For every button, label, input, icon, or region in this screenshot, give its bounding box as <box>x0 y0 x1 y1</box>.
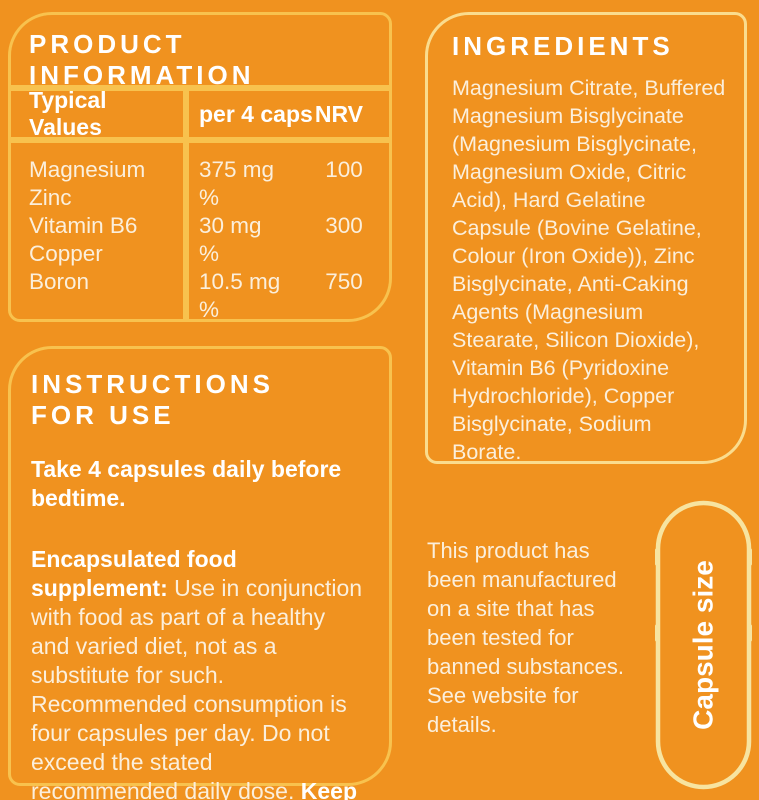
supplement-body: Use in conjunction with food as part of … <box>31 575 363 800</box>
nutrient-values-column: 375 mg 100 % 30 mg 300 % 10.5 mg 750 % 1… <box>189 143 389 322</box>
ingredients-panel: INGREDIENTS Magnesium Citrate, Buffered … <box>425 12 747 464</box>
product-information-panel: PRODUCT INFORMATION Typical Values per 4… <box>8 12 392 322</box>
table-header-amounts: per 4 caps NRV <box>189 91 389 137</box>
table-row: 10.5 mg 750 % <box>199 268 389 322</box>
per-4-caps-label: per 4 caps <box>199 100 313 127</box>
table-header-typical-values: Typical Values <box>11 87 183 140</box>
capsule-size-graphic: Capsule size <box>655 500 752 790</box>
typical-values-label: Typical Values <box>29 87 107 140</box>
ingredients-list: Magnesium Citrate, Buffered Magnesium Bi… <box>452 76 726 464</box>
capsule-size-label: Capsule size <box>688 560 719 730</box>
nutrient-amount: 10.5 mg <box>199 269 281 294</box>
product-information-title-cell: PRODUCT INFORMATION <box>11 15 389 90</box>
nutrient-amount: 30 mg <box>199 213 262 238</box>
nutrient-nrv: 750 % <box>199 269 363 322</box>
supplement-label: Encapsulated food supplement: <box>31 546 237 601</box>
nutrition-table: PRODUCT INFORMATION Typical Values per 4… <box>11 15 389 319</box>
nutrient-nrv: 300 % <box>199 213 363 266</box>
nrv-label: NRV <box>314 100 363 127</box>
capsule-outline-icon: Capsule size <box>655 500 752 790</box>
dosage-statement: Take 4 capsules daily before bedtime. <box>31 456 342 511</box>
nutrient-nrv: 100 % <box>199 157 363 210</box>
table-row: 30 mg 300 % <box>199 212 389 268</box>
manufacturing-note: This product has been manufactured on a … <box>427 538 624 737</box>
instructions-title: INSTRUCTIONS FOR USE <box>31 369 274 430</box>
nutrient-name: Copper <box>29 241 103 266</box>
nutrient-name: Zinc <box>29 185 72 210</box>
ingredients-title: INGREDIENTS <box>452 31 674 61</box>
supplement-statement: Encapsulated food supplement: Use in con… <box>31 545 365 800</box>
nutrient-names-column: Magnesium Zinc Vitamin B6 Copper Boron <box>11 143 183 319</box>
nutrient-name: Magnesium <box>29 157 146 182</box>
warning-statement: Keep out of reach of young children. <box>300 778 358 800</box>
nutrient-name: Vitamin B6 <box>29 213 138 238</box>
product-information-title: PRODUCT INFORMATION <box>29 29 255 90</box>
nutrient-amount: 375 mg <box>199 157 275 182</box>
nutrient-name: Boron <box>29 269 90 294</box>
table-row: 375 mg 100 % <box>199 156 389 212</box>
instructions-panel: INSTRUCTIONS FOR USE Take 4 capsules dai… <box>8 346 392 800</box>
